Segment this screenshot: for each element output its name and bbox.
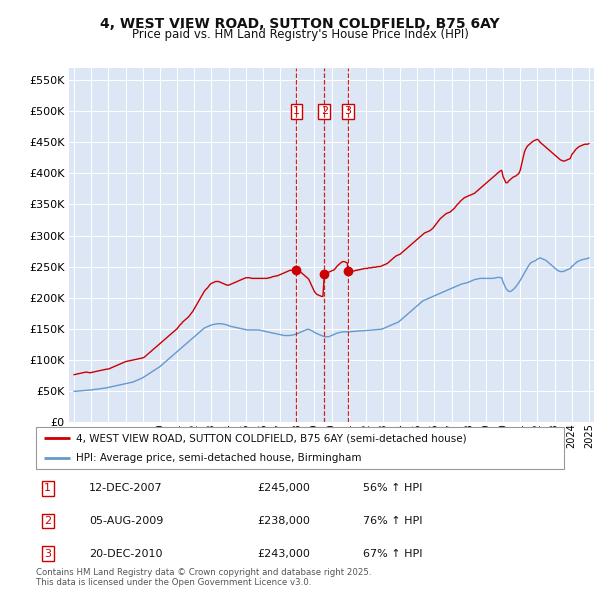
Text: £243,000: £243,000 <box>258 549 311 559</box>
Text: £245,000: £245,000 <box>258 483 311 493</box>
Text: 1: 1 <box>44 483 51 493</box>
Text: 05-AUG-2009: 05-AUG-2009 <box>89 516 163 526</box>
Text: 20-DEC-2010: 20-DEC-2010 <box>89 549 162 559</box>
Text: 76% ↑ HPI: 76% ↑ HPI <box>364 516 423 526</box>
FancyBboxPatch shape <box>36 427 564 469</box>
Text: 2: 2 <box>44 516 51 526</box>
Text: Price paid vs. HM Land Registry's House Price Index (HPI): Price paid vs. HM Land Registry's House … <box>131 28 469 41</box>
Text: Contains HM Land Registry data © Crown copyright and database right 2025.
This d: Contains HM Land Registry data © Crown c… <box>36 568 371 587</box>
Text: 12-DEC-2007: 12-DEC-2007 <box>89 483 163 493</box>
Text: 3: 3 <box>344 106 352 116</box>
Text: 2: 2 <box>321 106 328 116</box>
Text: 4, WEST VIEW ROAD, SUTTON COLDFIELD, B75 6AY (semi-detached house): 4, WEST VIEW ROAD, SUTTON COLDFIELD, B75… <box>76 433 466 443</box>
Text: 4, WEST VIEW ROAD, SUTTON COLDFIELD, B75 6AY: 4, WEST VIEW ROAD, SUTTON COLDFIELD, B75… <box>100 17 500 31</box>
Text: HPI: Average price, semi-detached house, Birmingham: HPI: Average price, semi-detached house,… <box>76 453 361 463</box>
Text: 56% ↑ HPI: 56% ↑ HPI <box>364 483 423 493</box>
Text: £238,000: £238,000 <box>258 516 311 526</box>
Text: 1: 1 <box>293 106 300 116</box>
Text: 67% ↑ HPI: 67% ↑ HPI <box>364 549 423 559</box>
Text: 3: 3 <box>44 549 51 559</box>
